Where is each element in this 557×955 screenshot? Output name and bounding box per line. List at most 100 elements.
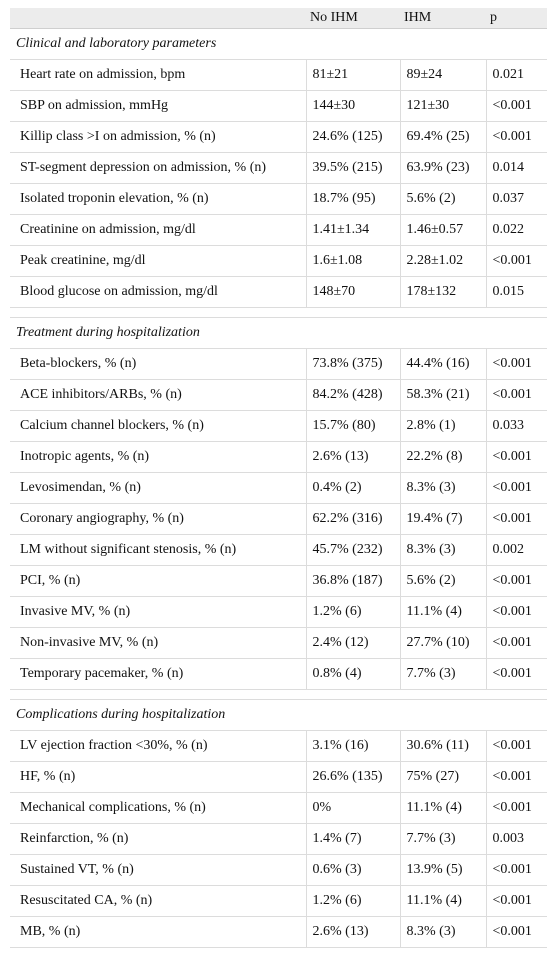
row-label: MB, % (n) — [10, 916, 307, 948]
no-ihm-value: 1.2% (6) — [306, 885, 401, 917]
ihm-value: 7.7% (3) — [400, 658, 487, 690]
p-value: 0.014 — [486, 152, 547, 184]
table-row: Sustained VT, % (n) 0.6% (3) 13.9% (5) <0.0… — [10, 854, 547, 886]
no-ihm-value: 15.7% (80) — [306, 410, 401, 442]
no-ihm-value: 2.4% (12) — [306, 627, 401, 659]
row-label: ST-segment depression on admission, % (n… — [10, 152, 307, 184]
no-ihm-value: 1.6±1.08 — [306, 245, 401, 277]
table-row: Isolated troponin elevation, % (n) 18.7% … — [10, 183, 547, 215]
no-ihm-value: 0.8% (4) — [306, 658, 401, 690]
p-value: <0.001 — [486, 761, 547, 793]
p-value: <0.001 — [486, 121, 547, 153]
ihm-value: 2.28±1.02 — [400, 245, 487, 277]
row-label: Isolated troponin elevation, % (n) — [10, 183, 307, 215]
table-row: ST-segment depression on admission, % (n… — [10, 152, 547, 184]
no-ihm-value: 24.6% (125) — [306, 121, 401, 153]
p-value: <0.001 — [486, 792, 547, 824]
header-cell-p: p — [486, 8, 547, 29]
no-ihm-value: 2.6% (13) — [306, 441, 401, 473]
table-row: Killip class >I on admission, % (n) 24.6%… — [10, 121, 547, 153]
section-header-row: Clinical and laboratory parameters — [10, 28, 547, 60]
p-value: 0.015 — [486, 276, 547, 308]
ihm-value: 8.3% (3) — [400, 916, 487, 948]
row-label: Beta-blockers, % (n) — [10, 348, 307, 380]
p-value: <0.001 — [486, 503, 547, 535]
ihm-value: 69.4% (25) — [400, 121, 487, 153]
ihm-value: 19.4% (7) — [400, 503, 487, 535]
row-label: Invasive MV, % (n) — [10, 596, 307, 628]
section-spacer — [10, 689, 547, 700]
p-value: 0.022 — [486, 214, 547, 246]
no-ihm-value: 39.5% (215) — [306, 152, 401, 184]
no-ihm-value: 84.2% (428) — [306, 379, 401, 411]
p-value: <0.001 — [486, 730, 547, 762]
row-label: Coronary angiography, % (n) — [10, 503, 307, 535]
table-row: SBP on admission, mmHg 144±30 121±30 <0.001 — [10, 90, 547, 122]
p-value: <0.001 — [486, 441, 547, 473]
section-header-row: Treatment during hospitalization — [10, 317, 547, 349]
header-cell-ihm: IHM — [400, 8, 486, 29]
row-label: SBP on admission, mmHg — [10, 90, 307, 122]
section-spacer — [10, 307, 547, 318]
no-ihm-value: 144±30 — [306, 90, 401, 122]
row-label: Reinfarction, % (n) — [10, 823, 307, 855]
row-label: HF, % (n) — [10, 761, 307, 793]
p-value: <0.001 — [486, 658, 547, 690]
p-value: 0.002 — [486, 534, 547, 566]
table-header: No IHM IHM p — [10, 8, 547, 29]
row-label: Sustained VT, % (n) — [10, 854, 307, 886]
table-row: Resuscitated CA, % (n) 1.2% (6) 11.1% (4) <… — [10, 885, 547, 917]
table-row: PCI, % (n) 36.8% (187) 5.6% (2) <0.001 — [10, 565, 547, 597]
p-value: <0.001 — [486, 916, 547, 948]
row-label: Peak creatinine, mg/dl — [10, 245, 307, 277]
ihm-value: 27.7% (10) — [400, 627, 487, 659]
no-ihm-value: 36.8% (187) — [306, 565, 401, 597]
no-ihm-value: 2.6% (13) — [306, 916, 401, 948]
p-value: <0.001 — [486, 627, 547, 659]
row-label: LV ejection fraction <30%, % (n) — [10, 730, 307, 762]
table-row: LV ejection fraction <30%, % (n) 3.1% (16… — [10, 730, 547, 762]
row-label: PCI, % (n) — [10, 565, 307, 597]
p-value: <0.001 — [486, 596, 547, 628]
ihm-value: 58.3% (21) — [400, 379, 487, 411]
table-row: Non-invasive MV, % (n) 2.4% (12) 27.7% (10… — [10, 627, 547, 659]
ihm-value: 22.2% (8) — [400, 441, 487, 473]
ihm-value: 178±132 — [400, 276, 487, 308]
section-title: Clinical and laboratory parameters — [10, 28, 547, 60]
row-label: Heart rate on admission, bpm — [10, 59, 307, 91]
p-value: <0.001 — [486, 565, 547, 597]
header-cell-no-ihm: No IHM — [306, 8, 400, 29]
no-ihm-value: 18.7% (95) — [306, 183, 401, 215]
table-row: Creatinine on admission, mg/dl 1.41±1.34 1… — [10, 214, 547, 246]
table-row: Calcium channel blockers, % (n) 15.7% (80… — [10, 410, 547, 442]
ihm-value: 63.9% (23) — [400, 152, 487, 184]
row-label: Resuscitated CA, % (n) — [10, 885, 307, 917]
ihm-value: 75% (27) — [400, 761, 487, 793]
row-label: LM without significant stenosis, % (n) — [10, 534, 307, 566]
row-label: Calcium channel blockers, % (n) — [10, 410, 307, 442]
p-value: 0.033 — [486, 410, 547, 442]
no-ihm-value: 1.4% (7) — [306, 823, 401, 855]
p-value: <0.001 — [486, 379, 547, 411]
row-label: Levosimendan, % (n) — [10, 472, 307, 504]
row-label: Blood glucose on admission, mg/dl — [10, 276, 307, 308]
p-value: <0.001 — [486, 885, 547, 917]
table-row: Temporary pacemaker, % (n) 0.8% (4) 7.7% (… — [10, 658, 547, 690]
ihm-value: 11.1% (4) — [400, 885, 487, 917]
ihm-value: 2.8% (1) — [400, 410, 487, 442]
p-value: 0.021 — [486, 59, 547, 91]
header-row: No IHM IHM p — [10, 8, 547, 29]
p-value: <0.001 — [486, 472, 547, 504]
row-label: Non-invasive MV, % (n) — [10, 627, 307, 659]
row-label: Killip class >I on admission, % (n) — [10, 121, 307, 153]
table-row: HF, % (n) 26.6% (135) 75% (27) <0.001 — [10, 761, 547, 793]
table-row: LM without significant stenosis, % (n) 45… — [10, 534, 547, 566]
ihm-value: 13.9% (5) — [400, 854, 487, 886]
section-title: Complications during hospitalization — [10, 699, 547, 731]
ihm-value: 5.6% (2) — [400, 183, 487, 215]
ihm-value: 7.7% (3) — [400, 823, 487, 855]
p-value: 0.037 — [486, 183, 547, 215]
section-title: Treatment during hospitalization — [10, 317, 547, 349]
no-ihm-value: 81±21 — [306, 59, 401, 91]
row-label: Creatinine on admission, mg/dl — [10, 214, 307, 246]
